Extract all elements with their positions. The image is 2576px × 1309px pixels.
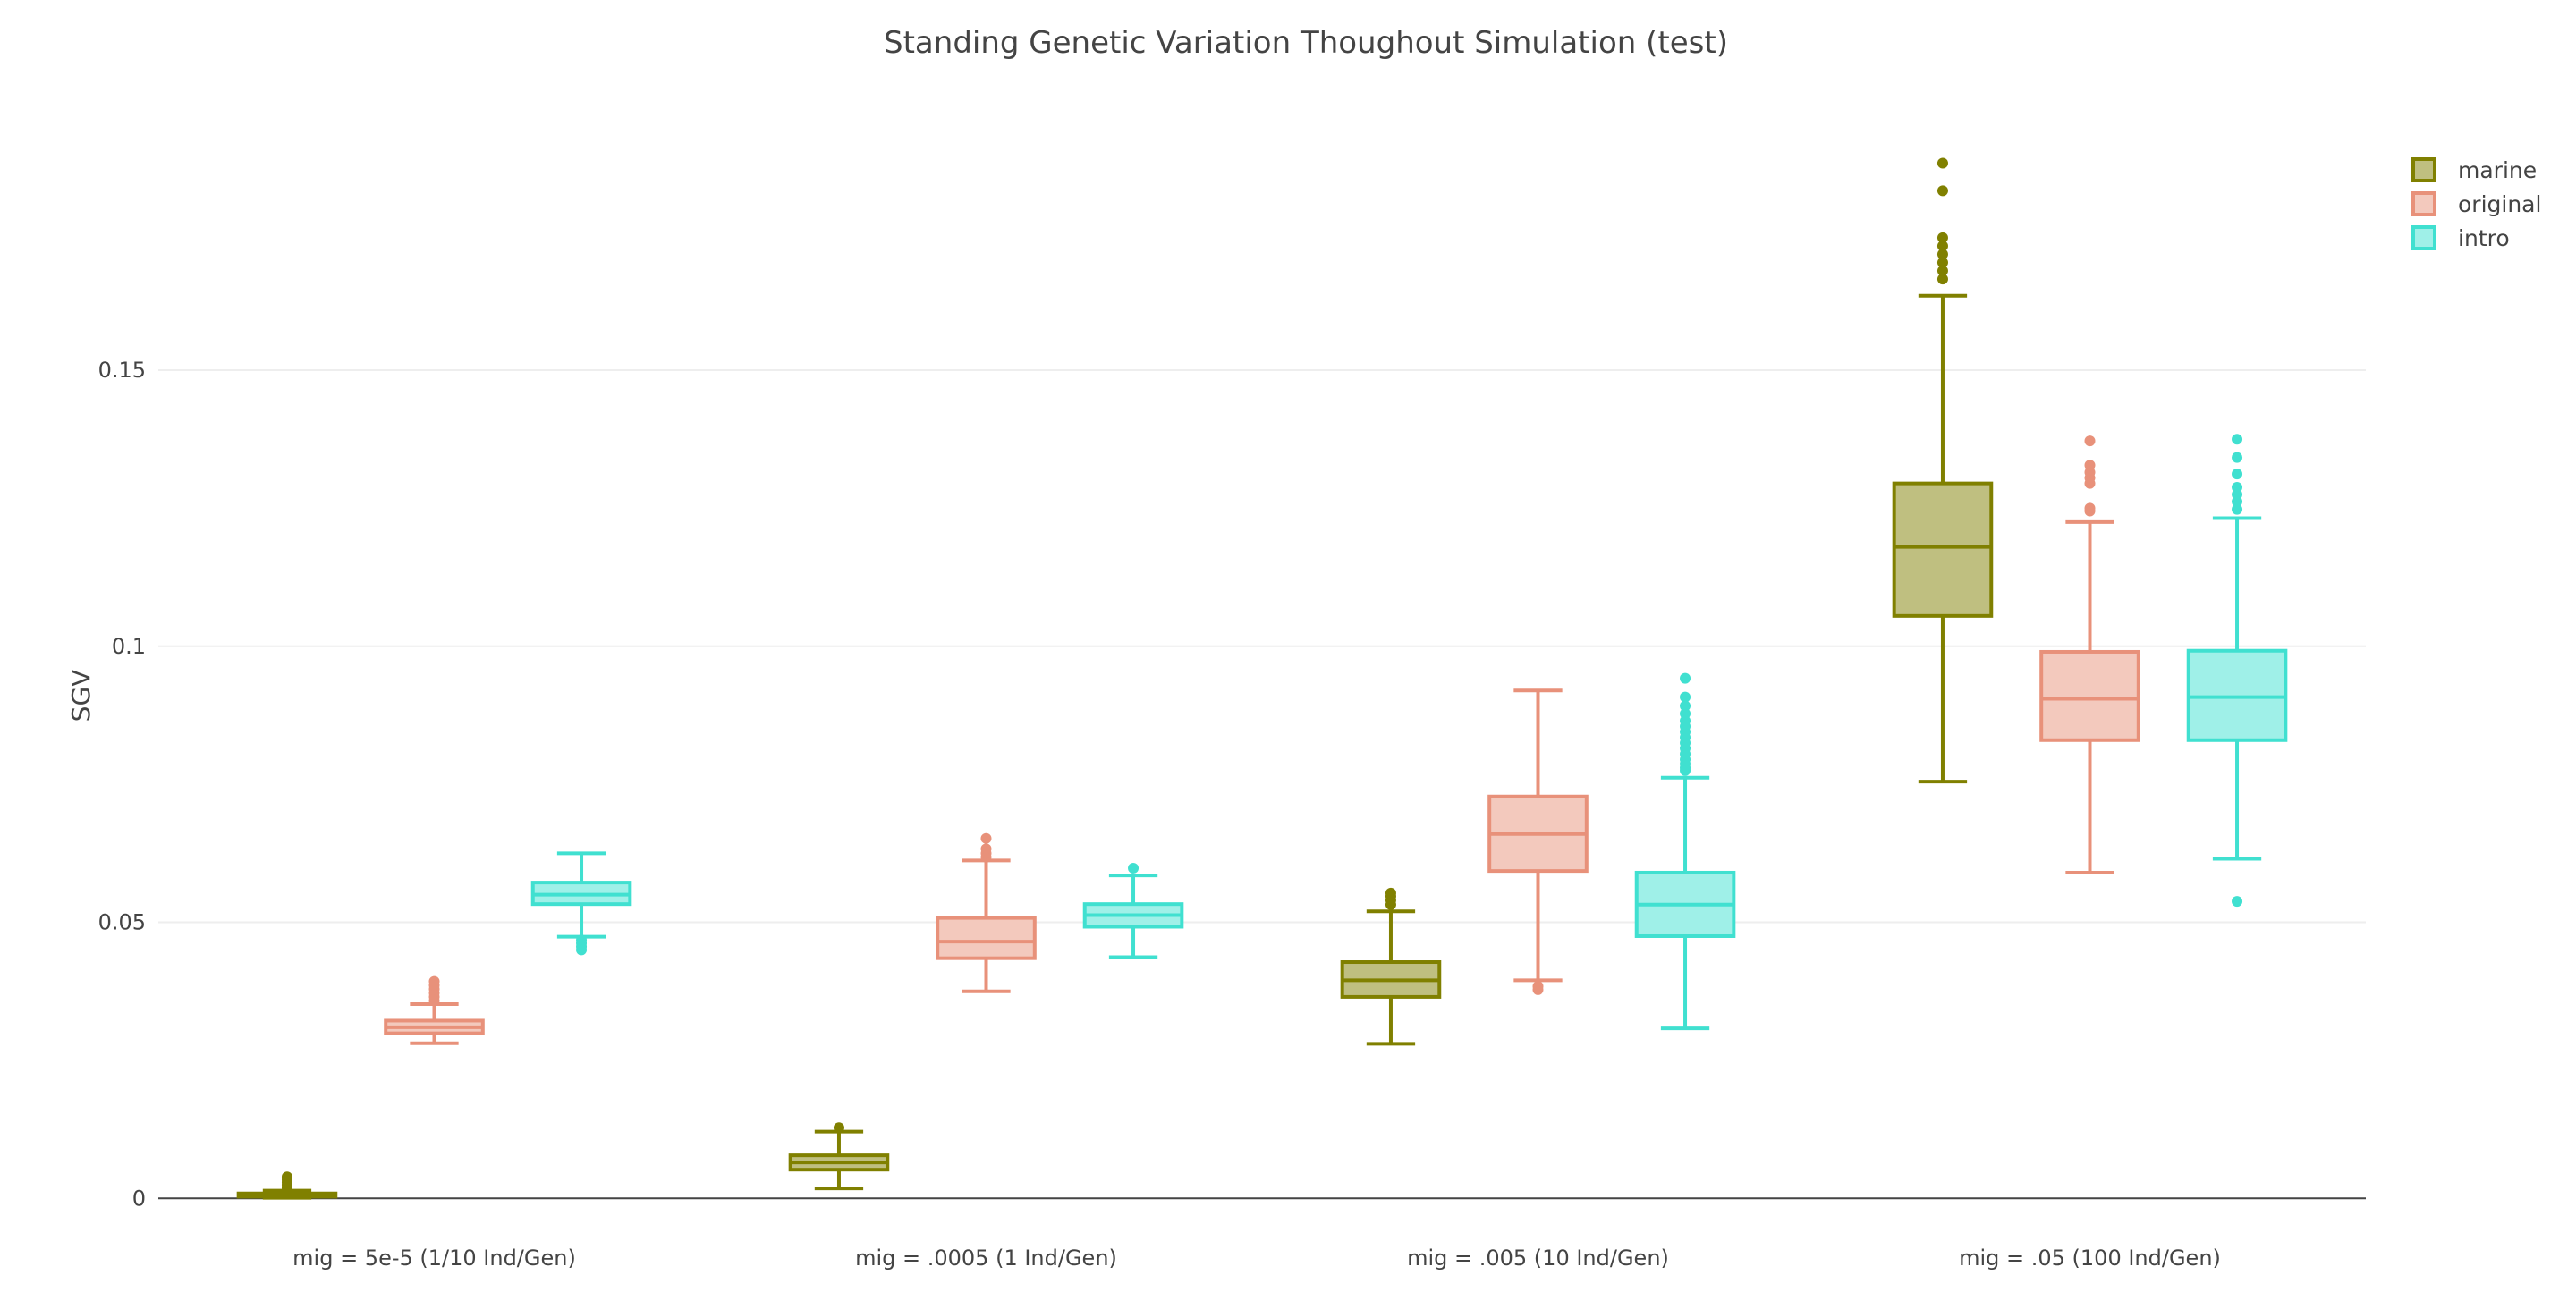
box-intro-1[interactable] [1082,863,1184,959]
outlier-point [1532,981,1544,992]
x-tick-label: mig = .0005 (1 Ind/Gen) [855,1246,1117,1271]
box-marine-2[interactable] [1340,887,1442,1046]
legend[interactable]: marine original intro [2411,157,2541,251]
box-original-3[interactable] [2039,435,2140,874]
y-tick-label: 0.15 [98,358,146,383]
outlier-point [1936,265,1948,276]
box-marine-1[interactable] [788,1122,890,1191]
y-tick-labels: 0 0.05 0.1 0.15 [98,358,146,1211]
outlier-point [576,944,588,956]
box-intro-2[interactable] [1634,672,1736,1031]
box-intro-3[interactable] [2186,434,2288,908]
outlier-point [1128,863,1140,874]
outlier-point [2232,452,2243,463]
box-intro-0[interactable] [530,851,632,956]
outlier-point [2232,481,2243,493]
outlier-point [833,1122,844,1134]
outlier-point [1680,708,1691,720]
box-body [936,916,1037,960]
outlier-point [980,832,992,844]
outlier-point [1680,691,1691,703]
box-body [2039,649,2140,742]
outlier-point [2232,503,2243,515]
outlier-point [1936,185,1948,197]
x-tick-label: mig = 5e-5 (1/10 Ind/Gen) [292,1246,576,1271]
legend-label: original [2458,191,2541,217]
outlier-point [2232,469,2243,480]
outlier-point [1936,257,1948,268]
box-marine-3[interactable] [1892,157,1994,784]
outlier-point [1680,672,1691,684]
outlier-point [1936,232,1948,243]
x-tick-label: mig = .05 (100 Ind/Gen) [1959,1246,2221,1271]
series-original [384,435,2140,1045]
legend-swatch [2411,191,2436,216]
legend-label: marine [2458,157,2537,183]
outlier-point [281,1171,292,1183]
box-original-0[interactable] [384,975,485,1045]
x-tick-labels: mig = 5e-5 (1/10 Ind/Gen) mig = .0005 (1 … [292,1246,2221,1271]
outlier-point [2232,896,2243,908]
outlier-point [1936,274,1948,285]
box-original-2[interactable] [1487,688,1589,995]
outlier-point [428,975,440,987]
box-marine-0[interactable] [236,1171,338,1200]
outlier-point [1936,249,1948,260]
outlier-point [980,843,992,855]
y-tick-label: 0.05 [98,910,146,935]
box-body [1892,481,1994,618]
legend-swatch [2411,225,2436,250]
legend-item-original[interactable]: original [2411,191,2541,217]
series-intro [530,434,2288,1031]
legend-label: intro [2458,225,2510,251]
outlier-point [2084,435,2096,447]
outlier-point [2084,502,2096,514]
legend-item-marine[interactable]: marine [2411,157,2537,183]
outlier-point [2232,434,2243,445]
outlier-point [2084,460,2096,471]
chart-title: Standing Genetic Variation Thoughout Sim… [884,25,1728,61]
outlier-point [1936,241,1948,252]
legend-swatch [2411,157,2436,182]
y-axis-title: SGV [66,670,96,722]
gridlines [158,369,2366,1200]
legend-item-intro[interactable]: intro [2411,225,2510,251]
series-marine [236,157,1994,1200]
outlier-point [1385,887,1396,899]
plot-area [236,157,2288,1200]
y-tick-label: 0.1 [112,634,146,659]
box-original-1[interactable] [936,832,1037,993]
outlier-point [1936,157,1948,169]
x-tick-label: mig = .005 (10 Ind/Gen) [1407,1246,1669,1271]
outlier-point [1680,700,1691,712]
y-tick-label: 0 [132,1186,146,1211]
